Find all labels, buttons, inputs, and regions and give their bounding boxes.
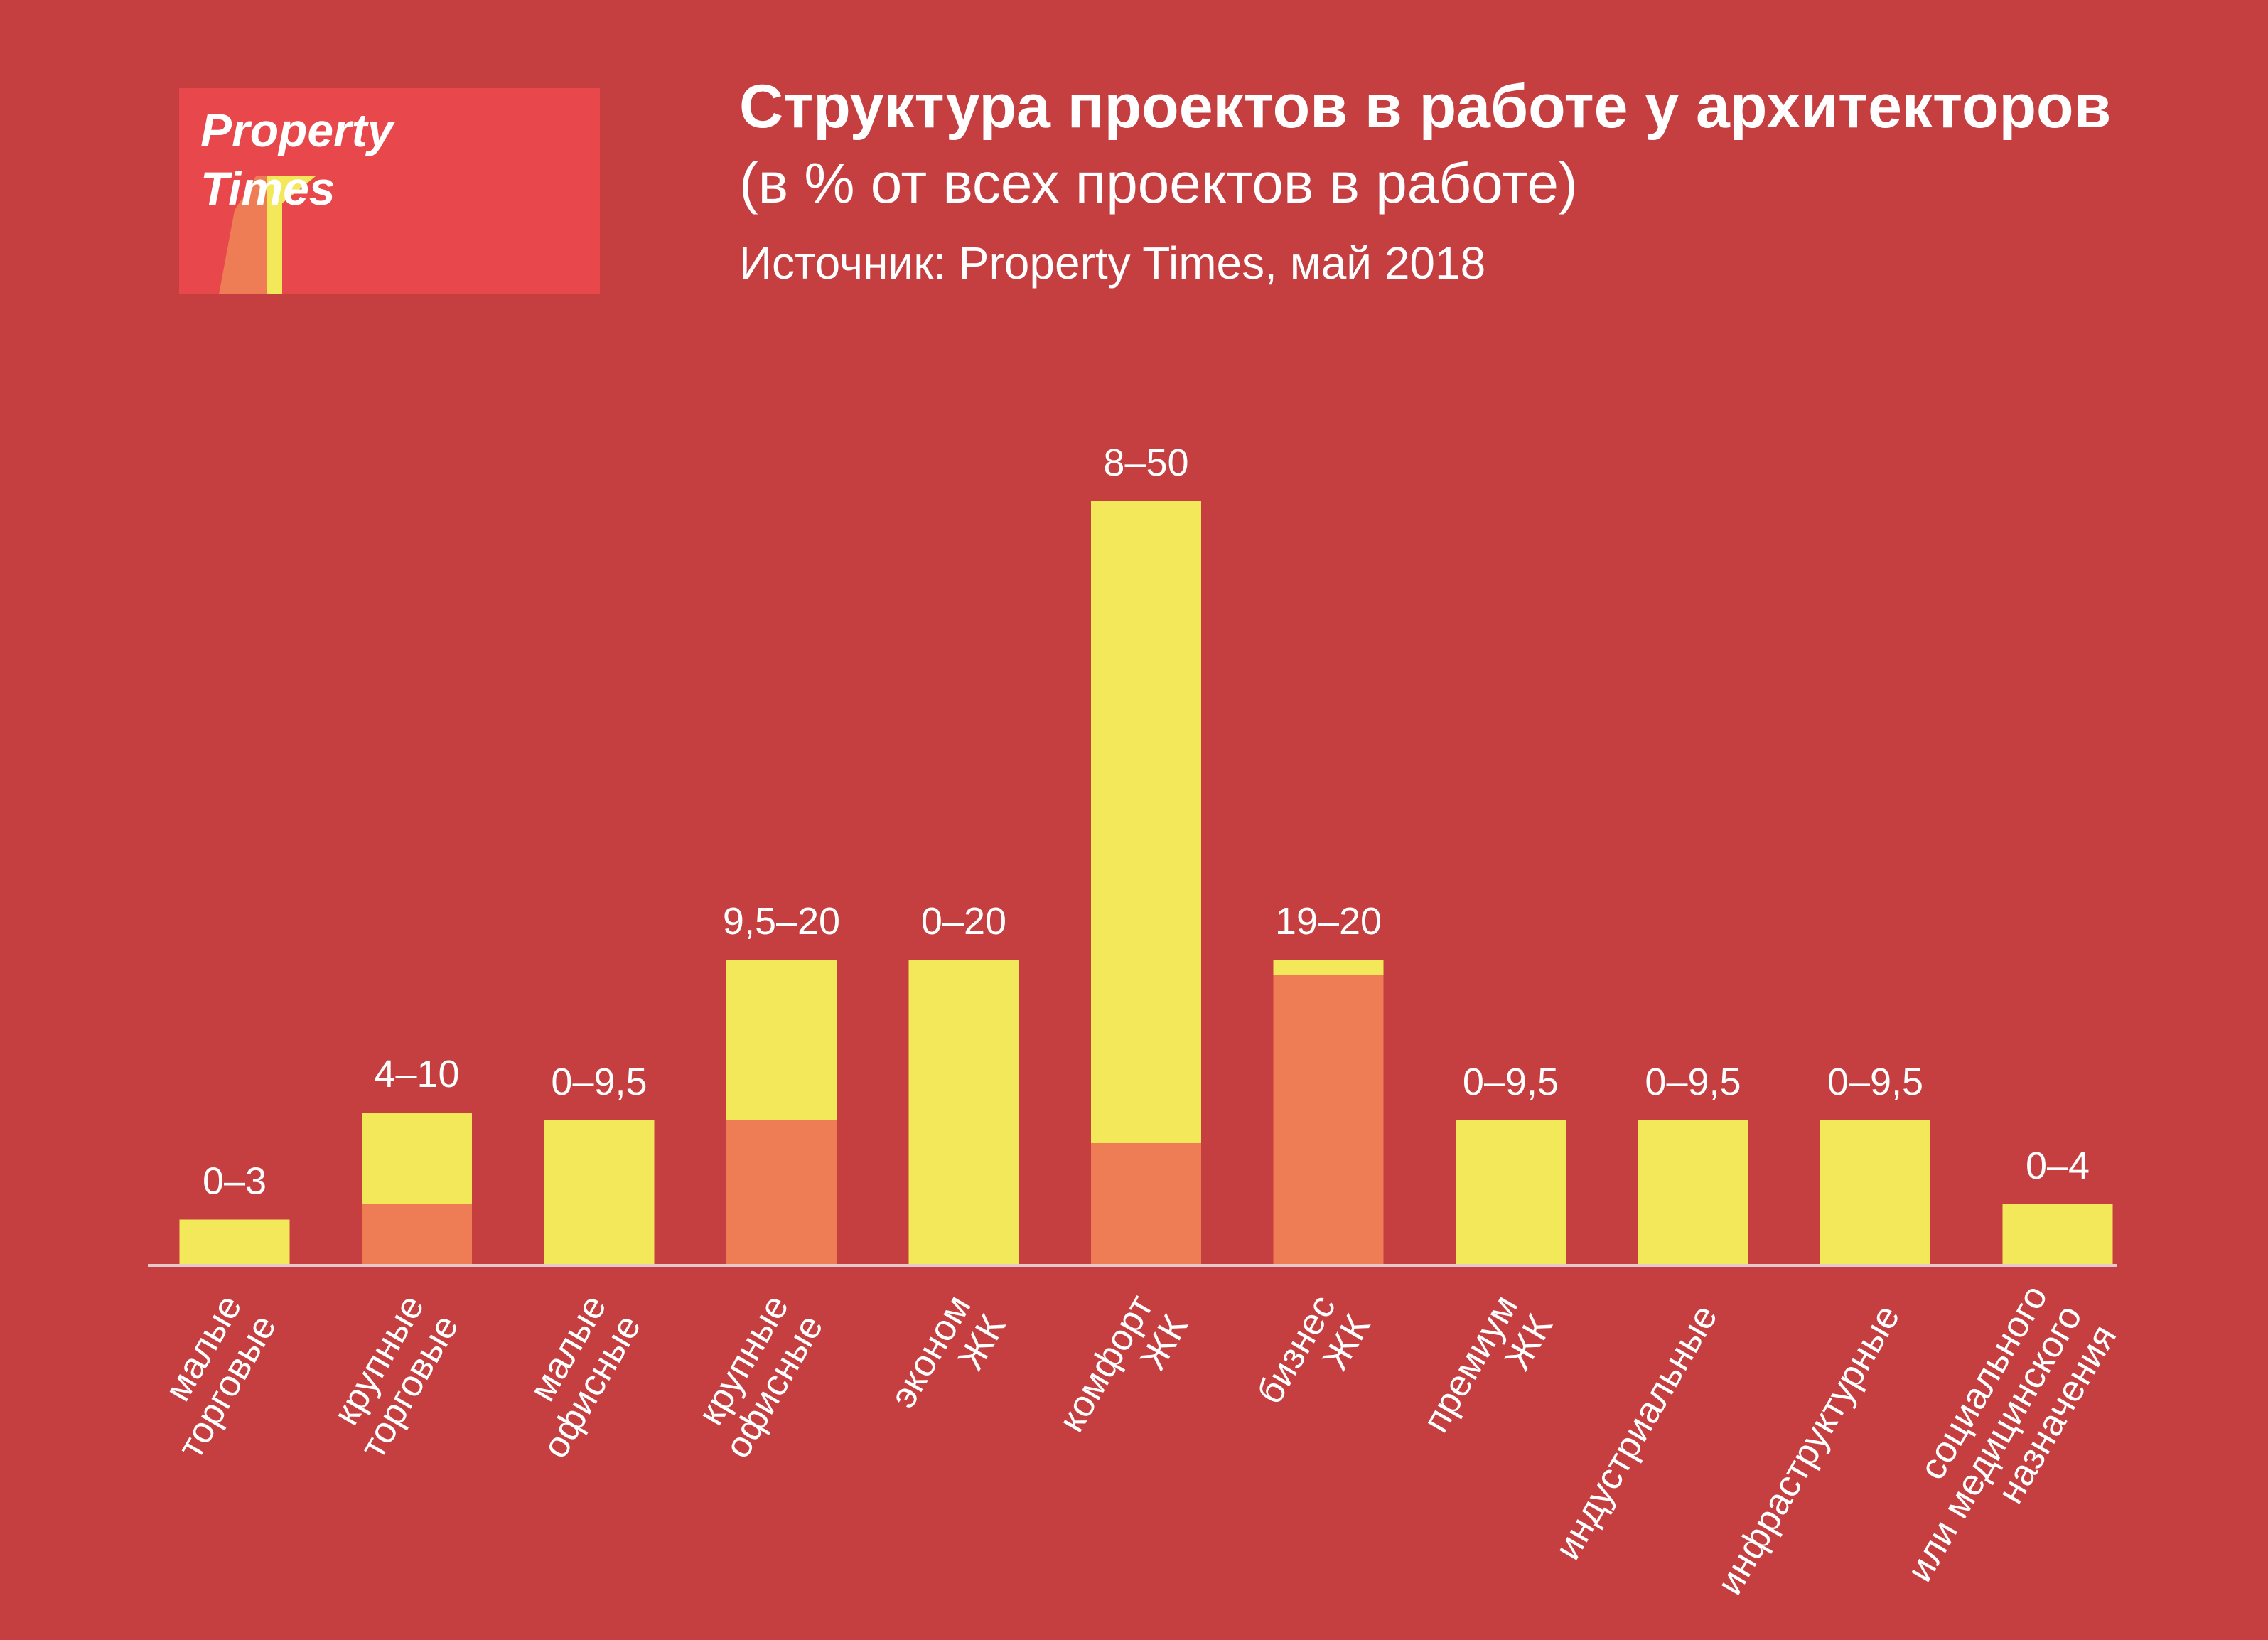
value-label-7: 0–9,5 — [1463, 1061, 1559, 1103]
category-label-9: инфраструктурные — [1709, 1298, 1908, 1602]
chart-title: Структура проектов в работе у архитектор… — [739, 73, 2112, 141]
value-label-3: 9,5–20 — [723, 900, 840, 943]
logo-mark — [256, 176, 304, 294]
property-times-logo — [179, 88, 600, 294]
category-label-1: крупныеторговые — [318, 1288, 467, 1465]
bar-max-2 — [544, 1120, 655, 1265]
value-label-2: 0–9,5 — [551, 1061, 647, 1103]
logo-text: Property Times — [200, 104, 394, 215]
category-label-8: индустриальные — [1547, 1298, 1726, 1567]
category-label-7: премиумЖК — [1415, 1288, 1561, 1459]
category-label-3: крупныеофисные — [682, 1288, 832, 1465]
category-labels-group: малыеторговые крупныеторговые малыеофисные… — [136, 1278, 2125, 1609]
value-label-1: 4–10 — [374, 1053, 459, 1095]
value-label-0: 0–3 — [203, 1160, 267, 1203]
bar-min-1 — [362, 1204, 472, 1265]
value-label-4: 0–20 — [921, 900, 1006, 943]
logo-fold-left — [219, 176, 267, 294]
bars-group — [179, 501, 2113, 1265]
value-label-5: 8–50 — [1103, 441, 1188, 484]
chart-subtitle: (в % от всех проектов в работе) — [739, 151, 1578, 215]
bar-max-8 — [1638, 1120, 1748, 1265]
bar-max-7 — [1456, 1120, 1566, 1265]
value-label-8: 0–9,5 — [1645, 1061, 1741, 1103]
bar-min-3 — [726, 1120, 837, 1265]
category-label-0: малыеторговые — [136, 1288, 285, 1465]
bar-max-0 — [179, 1219, 290, 1265]
bar-max-5 — [1091, 501, 1201, 1265]
bar-max-9 — [1820, 1120, 1930, 1265]
bar-max-10 — [2002, 1204, 2113, 1265]
chart-source: Источник: Property Times, май 2018 — [739, 237, 1486, 289]
value-label-10: 0–4 — [2026, 1145, 2090, 1187]
category-label-5: комфортЖК — [1050, 1288, 1195, 1459]
bar-min-6 — [1273, 975, 1384, 1265]
bar-min-5 — [1091, 1143, 1201, 1265]
value-label-6: 19–20 — [1275, 900, 1382, 943]
category-label-6: бизнесЖК — [1249, 1288, 1378, 1431]
category-label-10: социальногоили медицинскогоназначения — [1864, 1278, 2124, 1609]
bar-max-4 — [908, 960, 1019, 1265]
value-label-9: 0–9,5 — [1827, 1061, 1923, 1103]
logo-mark-tip — [273, 176, 316, 203]
category-label-4: экономЖК — [882, 1288, 1014, 1435]
category-label-2: малыеофисные — [500, 1288, 650, 1465]
value-labels-group: 0–3 4–10 0–9,5 9,5–20 0–20 8–50 19–20 0–9,5 0–9,… — [203, 441, 2090, 1203]
